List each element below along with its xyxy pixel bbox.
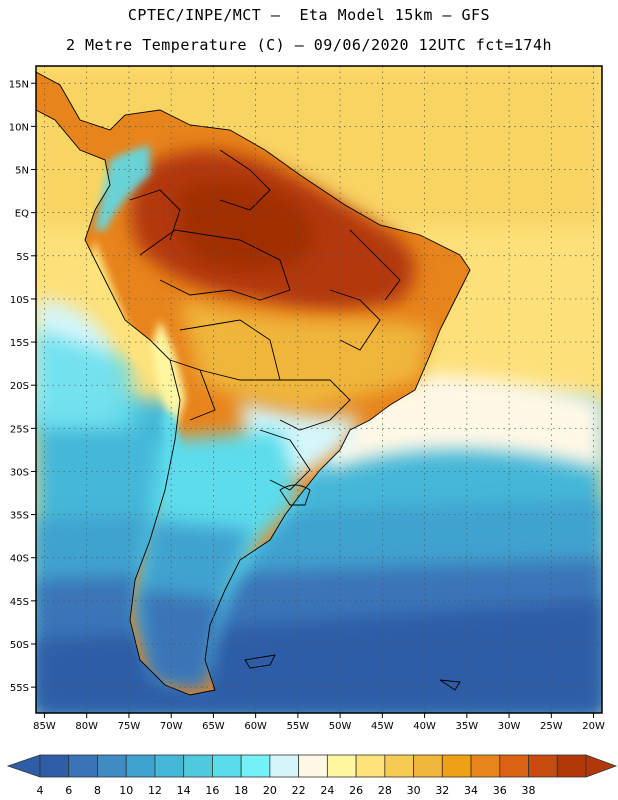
latitude-label: 40S xyxy=(10,554,29,565)
map-title-line-1: CPTEC/INPE/MCT – Eta Model 15km – GFS xyxy=(127,6,491,24)
longitude-label: 25W xyxy=(540,721,563,732)
latitude-label: 45S xyxy=(10,597,29,608)
colorbar-swatch xyxy=(470,754,501,778)
latitude-label: 25S xyxy=(10,424,29,435)
longitude-label: 35W xyxy=(456,721,479,732)
colorbar-label: 12 xyxy=(148,784,162,797)
latitude-label: 55S xyxy=(10,683,29,694)
colorbar-swatch xyxy=(441,754,472,778)
colorbar-label: 34 xyxy=(464,784,478,797)
colorbar-label: 10 xyxy=(119,784,133,797)
colorbar-label: 4 xyxy=(37,784,44,797)
colorbar-swatch xyxy=(68,754,98,778)
colorbar-swatch xyxy=(499,754,529,778)
colorbar-label: 38 xyxy=(522,784,536,797)
longitude-label: 65W xyxy=(202,721,225,732)
colorbar-high-extend xyxy=(585,754,618,778)
colorbar-swatch xyxy=(556,754,587,778)
graticule xyxy=(36,66,602,713)
colorbar-label: 36 xyxy=(493,784,507,797)
colorbar-swatch xyxy=(355,754,386,778)
colorbar-label: 8 xyxy=(94,784,101,797)
longitude-label: 85W xyxy=(33,721,56,732)
latitude-label: 5S xyxy=(16,252,29,263)
colorbar-swatch xyxy=(183,754,213,778)
colorbar-swatch xyxy=(528,754,558,778)
longitude-label: 60W xyxy=(244,721,267,732)
latitude-label: 30S xyxy=(10,467,29,478)
longitude-label: 45W xyxy=(371,721,394,732)
colorbar-swatch xyxy=(125,754,156,778)
longitude-label: 75W xyxy=(118,721,141,732)
latitude-label: 20S xyxy=(10,381,29,392)
colorbar-label: 24 xyxy=(320,784,334,797)
colorbar-swatch xyxy=(298,754,328,778)
longitude-label: 30W xyxy=(498,721,521,732)
map-title-line-2: 2 Metre Temperature (C) – 09/06/2020 12U… xyxy=(65,36,553,54)
colorbar-label: 22 xyxy=(292,784,306,797)
longitude-label: 50W xyxy=(329,721,352,732)
colorbar-label: 14 xyxy=(177,784,191,797)
longitude-label: 70W xyxy=(160,721,183,732)
longitude-label: 55W xyxy=(287,721,310,732)
latitude-label: 50S xyxy=(10,640,29,651)
latitude-label: 15S xyxy=(10,338,29,349)
colorbar-swatch xyxy=(39,754,70,778)
latitude-label: 10N xyxy=(9,122,29,133)
colorbar-swatch xyxy=(384,754,414,778)
colorbar-low-extend xyxy=(6,754,41,778)
colorbar-label: 26 xyxy=(349,784,363,797)
colorbar-label: 16 xyxy=(205,784,219,797)
colorbar-swatch xyxy=(240,754,271,778)
latitude-label: 35S xyxy=(10,511,29,522)
longitude-label: 20W xyxy=(582,721,605,732)
colorbar-label: 6 xyxy=(65,784,72,797)
colorbar-label: 20 xyxy=(263,784,277,797)
latitude-axis: 15N 10N 5N EQ 5S 10S 15S 20S 25S 30S 35S 40S 45S 50S 5… xyxy=(9,79,36,694)
colorbar-swatch xyxy=(212,754,242,778)
latitude-label: 10S xyxy=(10,295,29,306)
colorbar-label: 30 xyxy=(407,784,421,797)
colorbar-swatch xyxy=(413,754,443,778)
colorbar-swatch xyxy=(154,754,185,778)
colorbar-swatch xyxy=(326,754,357,778)
latitude-label: EQ xyxy=(15,209,29,220)
colorbar-label: 18 xyxy=(234,784,248,797)
longitude-label: 40W xyxy=(413,721,436,732)
latitude-label: 15N xyxy=(9,79,29,90)
colorbar-swatch xyxy=(269,754,300,778)
coastline-borders xyxy=(36,71,471,696)
colorbar-label: 32 xyxy=(435,784,449,797)
latitude-label: 5N xyxy=(15,166,29,177)
colorbar-swatch xyxy=(97,754,127,778)
longitude-axis: 85W 80W 75W 70W 65W 60W 55W 50W 45W 40W 35W 30W 25W 2… xyxy=(33,713,605,732)
temperature-field xyxy=(36,66,602,713)
map-frame xyxy=(35,65,603,714)
longitude-label: 80W xyxy=(75,721,98,732)
colorbar-label: 28 xyxy=(378,784,392,797)
